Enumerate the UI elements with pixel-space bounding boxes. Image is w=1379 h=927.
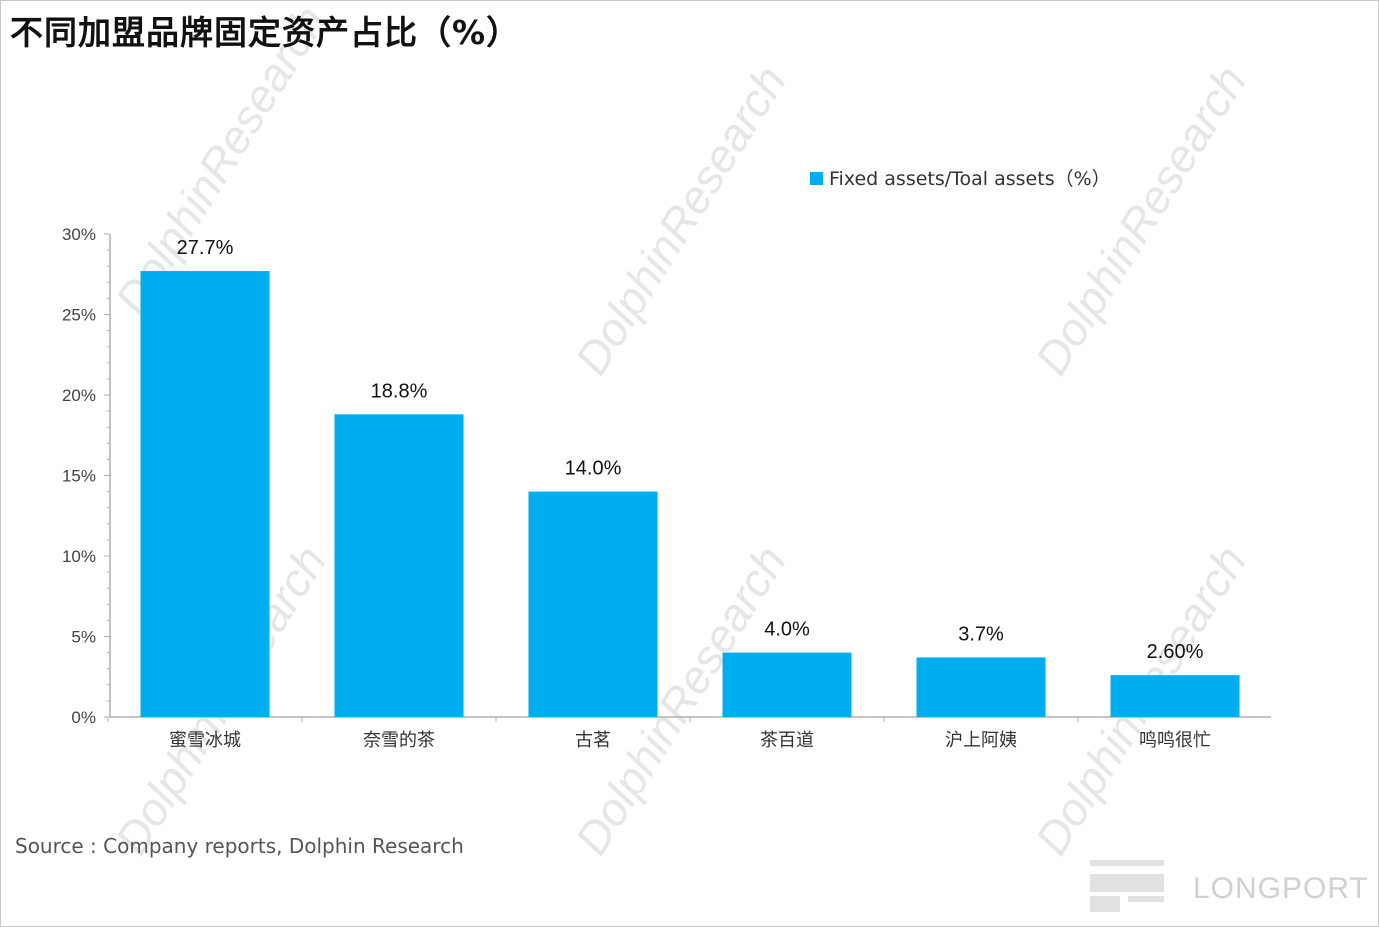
legend-label: Fixed assets/Toal assets（%） xyxy=(829,168,1111,190)
y-tick-label: 25% xyxy=(62,306,96,325)
y-tick-label: 0% xyxy=(71,708,96,727)
source-note: Source : Company reports, Dolphin Resear… xyxy=(15,834,464,858)
longport-logo-icon xyxy=(1090,860,1164,912)
bar xyxy=(334,414,464,717)
y-tick-label: 10% xyxy=(62,547,96,566)
legend-swatch xyxy=(810,172,823,185)
y-tick-label: 5% xyxy=(71,628,96,647)
chart-title: 不同加盟品牌固定资产占比（%） xyxy=(10,13,521,52)
x-tick-label: 古茗 xyxy=(575,730,611,751)
y-tick-label: 20% xyxy=(62,386,96,405)
y-tick-label: 15% xyxy=(62,467,96,486)
bar xyxy=(722,652,852,717)
data-label: 2.60% xyxy=(1147,641,1204,663)
data-label: 18.8% xyxy=(371,380,428,402)
x-tick-label: 鸣鸣很忙 xyxy=(1139,730,1211,751)
x-tick-label: 蜜雪冰城 xyxy=(169,730,241,751)
x-tick-label: 沪上阿姨 xyxy=(945,730,1017,751)
data-label: 4.0% xyxy=(764,619,810,641)
bar xyxy=(528,491,658,717)
x-tick-label: 奈雪的茶 xyxy=(363,730,435,751)
data-label: 3.7% xyxy=(958,623,1004,645)
bar xyxy=(916,657,1046,717)
bar xyxy=(140,271,270,717)
y-tick-label: 30% xyxy=(62,225,96,244)
x-tick-label: 茶百道 xyxy=(760,730,814,751)
data-label: 27.7% xyxy=(177,237,234,259)
logo-text: LONGPORT xyxy=(1193,872,1369,905)
bar xyxy=(1110,675,1240,717)
data-label: 14.0% xyxy=(565,458,622,480)
